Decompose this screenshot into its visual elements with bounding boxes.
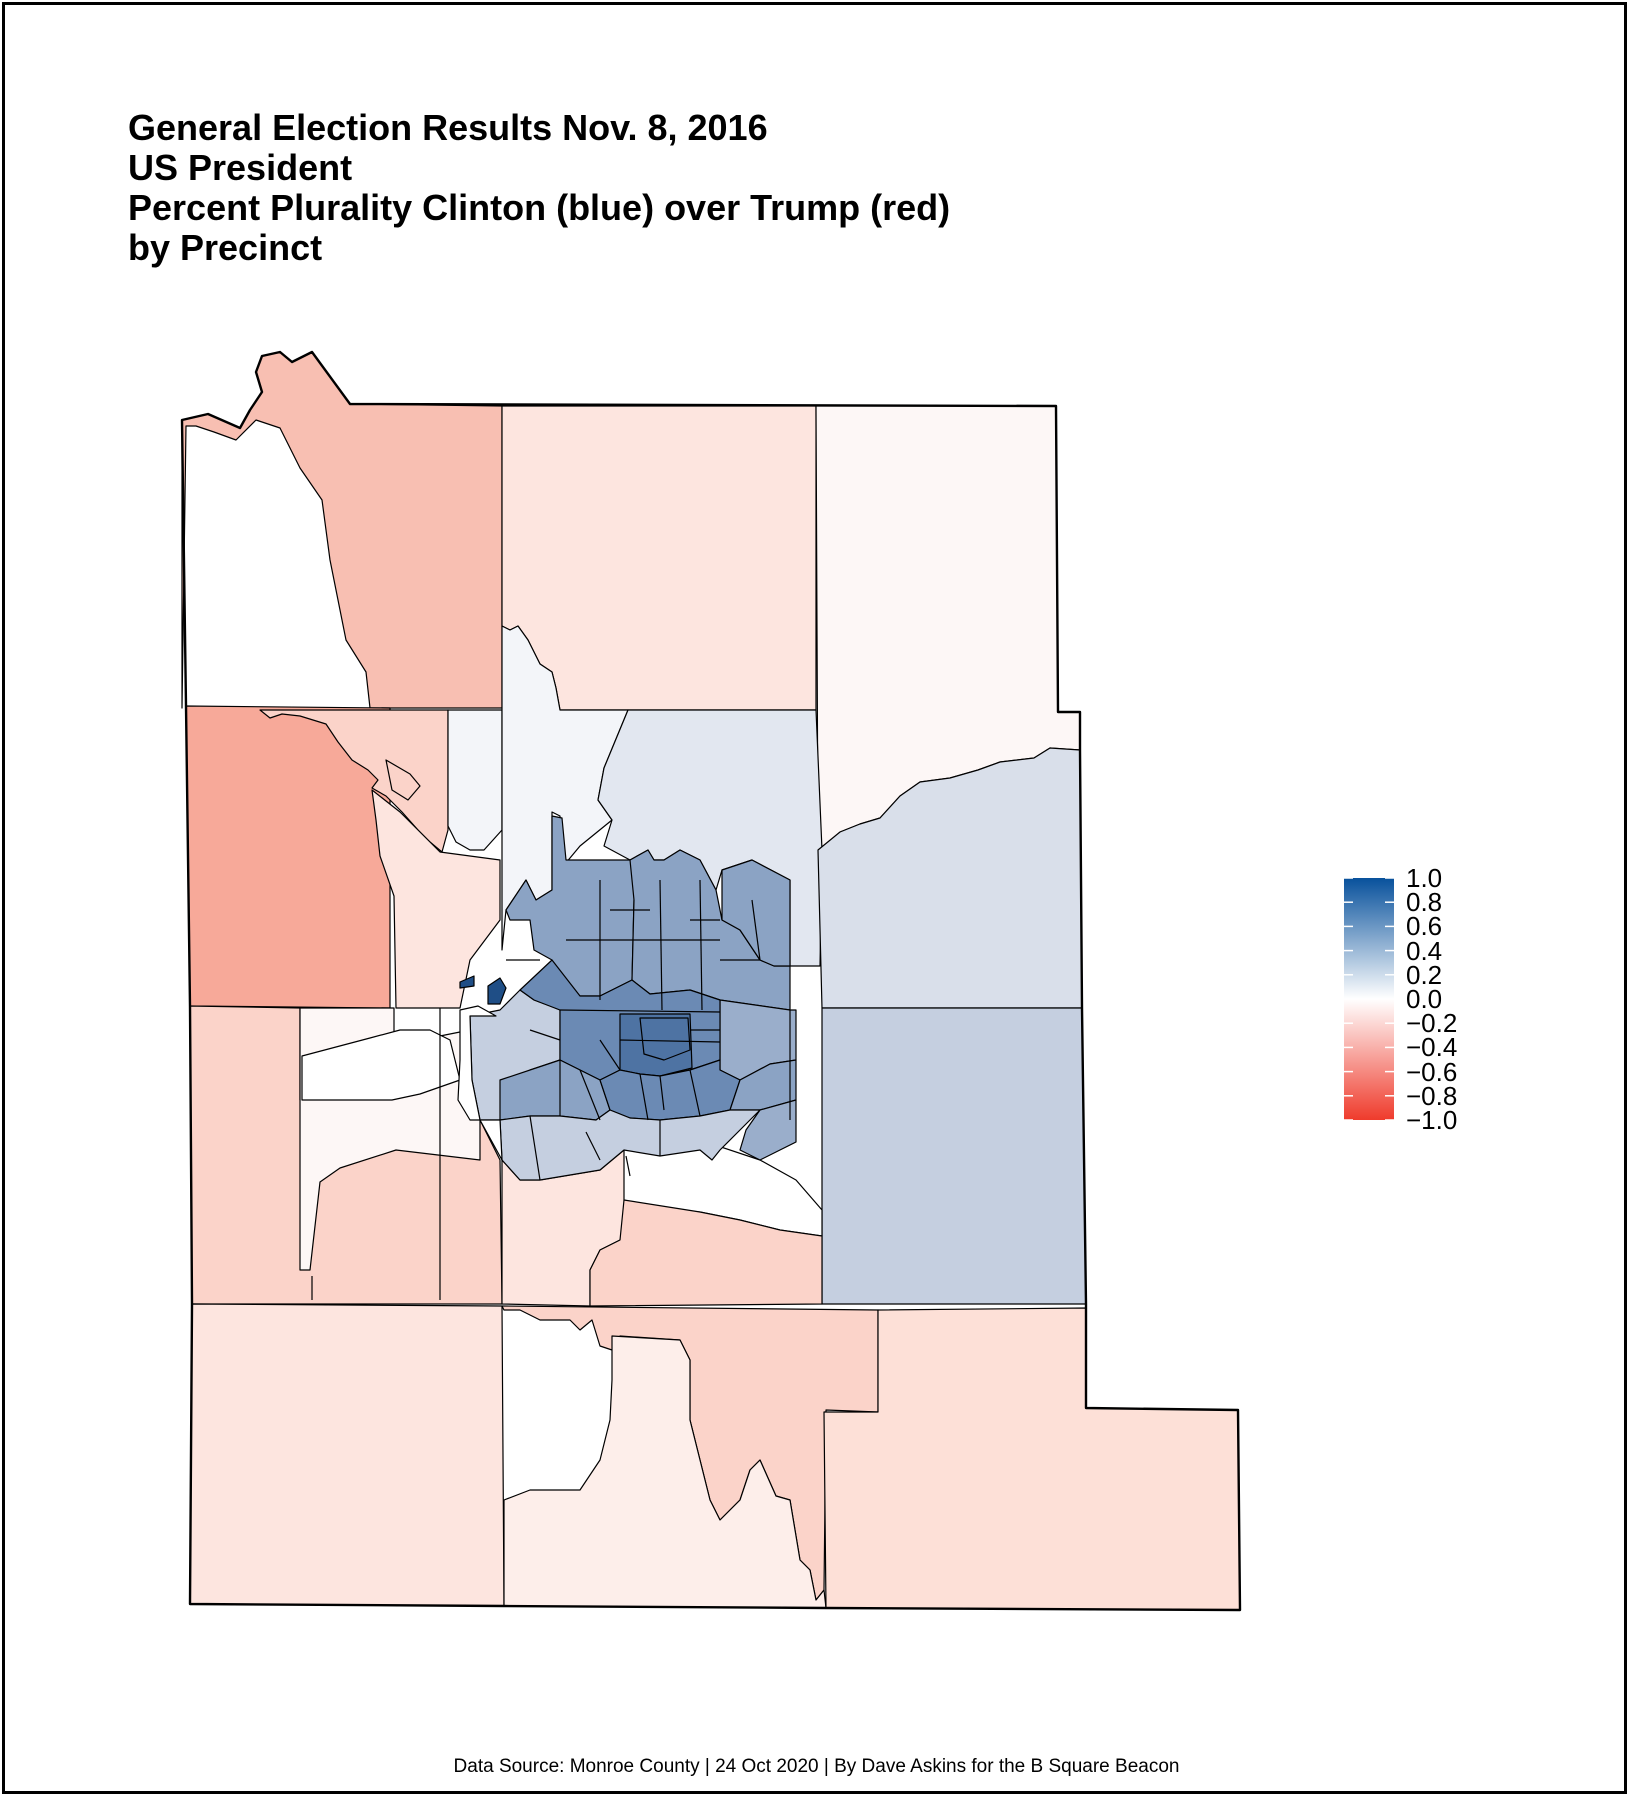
precinct-city-south-east-lower: [739, 1099, 797, 1161]
precinct-campus-small: [459, 975, 475, 989]
legend-tick-label: −0.8: [1406, 1080, 1458, 1111]
precinct-city-northeast: [721, 859, 791, 967]
precinct-southwest: [189, 1303, 505, 1607]
source-caption: Data Source: Monroe County | 24 Oct 2020…: [453, 1756, 1180, 1777]
precinct-ellettsville-south: [371, 789, 501, 1009]
precinct-city-far-west-white: [457, 1005, 503, 1161]
map-title: General Election Results Nov. 8, 2016 US…: [128, 108, 950, 268]
precinct-ellettsville-core: [385, 759, 421, 801]
precinct-boundaries: [311, 879, 791, 1300]
title-line-2: US President: [128, 147, 353, 188]
legend-color-bar: [1344, 878, 1394, 1120]
legend-tick-label: 0.4: [1406, 935, 1443, 966]
title-line-4: by Precinct: [128, 227, 323, 268]
precinct-south-central-inner: [503, 1335, 827, 1609]
legend-tick-label: 1.0: [1406, 863, 1443, 893]
precinct-northwest-strip: [447, 709, 503, 851]
precinct-southeast-middle: [821, 1007, 1087, 1305]
precinct-campus-edge: [487, 977, 507, 1005]
precinct-city-south-lower: [499, 1109, 761, 1181]
precinct-city-center-core: [639, 1017, 691, 1061]
legend-tick-label: 0.8: [1406, 887, 1443, 918]
precinct-north-central: [501, 405, 817, 711]
precinct-ellettsville: [259, 709, 449, 853]
precinct-southeast: [823, 1307, 1241, 1611]
precinct-west-white: [301, 1029, 461, 1101]
title-line-1: General Election Results Nov. 8, 2016: [128, 107, 768, 148]
legend-tick-label: −0.2: [1406, 1008, 1458, 1039]
legend-tick-label: −0.4: [1406, 1032, 1458, 1063]
legend-tick-label: −0.6: [1406, 1056, 1458, 1087]
precinct-south-central-east: [589, 1199, 823, 1307]
legend-tick-label: 0.6: [1406, 911, 1443, 942]
legend-tick-label: −1.0: [1406, 1105, 1458, 1135]
title-line-3: Percent Plurality Clinton (blue) over Tr…: [128, 187, 951, 228]
county-outline: [180, 350, 1242, 1612]
legend-tick-label: 0.0: [1406, 984, 1443, 1014]
legend-tick-label: 0.2: [1406, 959, 1443, 990]
